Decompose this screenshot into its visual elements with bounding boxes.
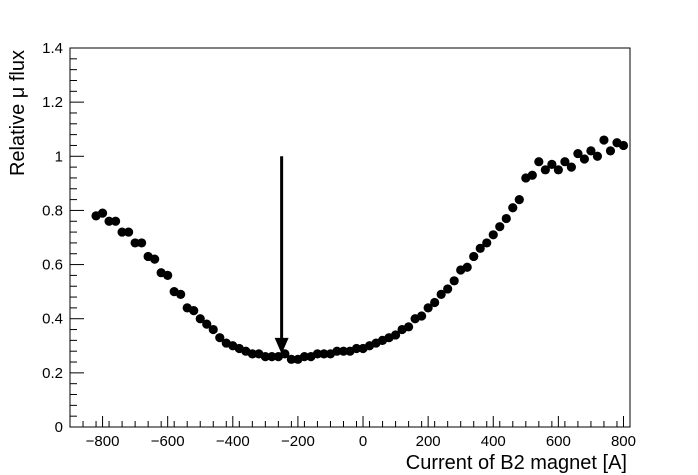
data-point-7 <box>137 238 147 248</box>
data-point-55 <box>449 276 459 286</box>
data-point-68 <box>534 157 544 167</box>
data-point-35 <box>319 349 329 359</box>
data-point-2 <box>104 216 114 226</box>
data-point-48 <box>404 322 414 332</box>
data-point-73 <box>566 162 576 172</box>
data-point-71 <box>553 165 563 175</box>
x-tick-label-6: 400 <box>481 433 506 450</box>
data-point-30 <box>286 354 296 364</box>
data-point-46 <box>390 330 401 340</box>
data-point-37 <box>332 346 342 356</box>
data-point-76 <box>586 146 596 156</box>
data-point-19 <box>215 333 225 343</box>
data-point-69 <box>540 165 550 175</box>
data-point-63 <box>501 213 511 224</box>
y-axis-ticks: 0 0.2 0.4 0.6 0.8 1 1.2 1.4 <box>42 40 84 436</box>
plot-frame <box>69 47 631 428</box>
data-point-50 <box>417 311 427 321</box>
x-minor-ticks <box>69 421 631 427</box>
data-point-52 <box>430 297 440 308</box>
data-point-1 <box>97 208 108 218</box>
x-tick-label-1: −600 <box>151 433 185 450</box>
annotations <box>274 156 289 354</box>
data-point-27 <box>267 352 277 362</box>
x-tick-label-2: −400 <box>216 433 250 450</box>
data-point-72 <box>560 157 570 167</box>
data-point-51 <box>423 303 433 313</box>
data-point-79 <box>605 146 616 156</box>
data-point-18 <box>208 324 218 335</box>
x-tick-label-0: −800 <box>86 433 120 450</box>
y-tick-label-2: 0.4 <box>42 311 63 328</box>
data-point-59 <box>475 243 485 253</box>
data-point-16 <box>195 314 205 324</box>
x-axis-ticks: −800 −600 −400 −200 0 200 400 600 800 <box>86 416 636 450</box>
y-axis-title: Relative μ flux <box>7 50 29 176</box>
y-tick-label-0: 0 <box>55 419 63 436</box>
data-point-26 <box>260 352 270 362</box>
data-point-60 <box>482 238 492 248</box>
data-point-78 <box>599 135 609 145</box>
data-point-38 <box>338 346 349 356</box>
data-point-40 <box>351 343 362 354</box>
data-point-54 <box>443 284 453 294</box>
data-point-81 <box>618 140 629 151</box>
x-tick-label-7: 600 <box>546 433 571 450</box>
data-point-57 <box>462 262 472 272</box>
y-tick-label-4: 0.8 <box>42 202 63 219</box>
data-point-58 <box>469 251 479 262</box>
x-tick-label-8: 800 <box>611 433 636 450</box>
data-point-62 <box>495 222 505 232</box>
data-point-6 <box>130 238 140 248</box>
data-point-34 <box>312 349 323 359</box>
data-point-75 <box>579 154 590 164</box>
data-point-4 <box>117 227 127 237</box>
y-tick-label-3: 0.6 <box>42 257 63 274</box>
data-point-17 <box>202 319 212 329</box>
data-point-74 <box>573 148 583 159</box>
data-point-67 <box>527 170 537 180</box>
data-point-24 <box>247 349 257 359</box>
y-tick-label-7: 1.4 <box>42 40 63 57</box>
data-point-15 <box>189 305 199 316</box>
y-tick-label-6: 1.2 <box>42 94 63 111</box>
x-tick-label-4: 0 <box>359 433 367 450</box>
data-point-77 <box>592 151 603 161</box>
data-point-32 <box>299 352 310 362</box>
arrow-head <box>274 337 289 354</box>
x-tick-label-5: 200 <box>416 433 441 450</box>
data-point-9 <box>150 254 160 264</box>
data-point-53 <box>436 289 446 299</box>
data-point-61 <box>488 230 498 240</box>
y-tick-label-5: 1 <box>55 148 63 165</box>
data-point-70 <box>547 159 557 170</box>
data-point-11 <box>163 270 173 280</box>
data-points <box>91 135 629 364</box>
y-minor-ticks <box>70 58 77 417</box>
data-point-64 <box>508 203 518 213</box>
x-axis-title: Current of B2 magnet [A] <box>406 452 627 474</box>
data-point-13 <box>176 289 186 299</box>
data-point-5 <box>124 227 134 237</box>
y-tick-label-1: 0.2 <box>42 365 63 382</box>
x-tick-label-3: −200 <box>281 433 315 450</box>
data-point-3 <box>110 216 121 226</box>
data-point-65 <box>514 195 524 205</box>
